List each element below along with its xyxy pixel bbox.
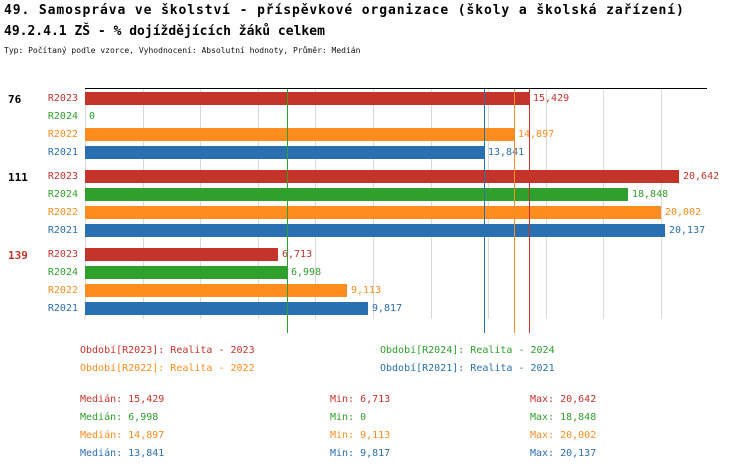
bar-value-label: 0 <box>89 111 96 122</box>
gridline <box>373 89 374 319</box>
bar <box>85 266 287 279</box>
stat-median-r2022: Medián: 14,897 <box>80 430 165 441</box>
bar <box>85 224 665 237</box>
gridline <box>200 89 201 319</box>
bar-row-label: R2024 <box>47 111 78 122</box>
stat-min-r2023: Min: 6,713 <box>330 394 391 405</box>
stat-median-r2023: Medián: 15,429 <box>80 394 165 405</box>
bar <box>85 128 514 141</box>
bar <box>85 92 529 105</box>
bar <box>85 248 278 261</box>
gridline <box>603 89 604 319</box>
median-line <box>529 89 530 333</box>
legend-item-r2022: Období[R2022]: Realita - 2022 <box>80 363 255 374</box>
legend-item-r2023: Období[R2023]: Realita - 2023 <box>80 345 255 356</box>
axis-top-line <box>85 88 707 89</box>
bar-row-label: R2023 <box>47 93 78 104</box>
bar-value-label: 6,998 <box>291 267 322 278</box>
gridline <box>315 89 316 319</box>
bar-row-label: R2022 <box>47 129 78 140</box>
gridline <box>661 89 662 319</box>
bar-value-label: 18,848 <box>632 189 669 200</box>
bar <box>85 170 679 183</box>
report-title-line2: 49.2.4.1 ZŠ - % dojíždějících žáků celke… <box>4 24 325 39</box>
bar-value-label: 20,642 <box>683 171 720 182</box>
bar <box>85 146 484 159</box>
bar-value-label: 15,429 <box>533 93 570 104</box>
bar-row-label: R2024 <box>47 189 78 200</box>
median-line <box>514 89 515 333</box>
legend-item-r2024: Období[R2024]: Realita - 2024 <box>380 345 555 356</box>
bar-row-label: R2021 <box>47 303 78 314</box>
legend-item-r2021: Období[R2021]: Realita - 2021 <box>380 363 555 374</box>
bar <box>85 302 368 315</box>
gridline <box>143 89 144 319</box>
bar-value-label: 13,841 <box>488 147 525 158</box>
bar-value-label: 20,137 <box>669 225 706 236</box>
bar <box>85 188 628 201</box>
median-line <box>484 89 485 333</box>
bar-chart: 76 R2023 15,429 R2024 0 R2022 14,897 R2021 13,84… <box>0 88 750 338</box>
bar-row-label: R2022 <box>47 285 78 296</box>
bar-row-label: R2024 <box>47 267 78 278</box>
bar <box>85 206 661 219</box>
report-meta-line: Typ: Počítaný podle vzorce, Vyhodnocení:… <box>4 46 361 55</box>
chart-legend: Období[R2023]: Realita - 2023 Období[R20… <box>0 344 750 380</box>
group-label: 139 <box>8 249 28 262</box>
stats-table: Medián: 15,429 Min: 6,713 Max: 20,642 Me… <box>0 393 750 465</box>
group-label: 111 <box>8 171 28 184</box>
group-label: 76 <box>8 93 22 106</box>
stat-median-r2024: Medián: 6,998 <box>80 412 159 423</box>
bar-value-label: 9,113 <box>351 285 382 296</box>
stat-max-r2023: Max: 20,642 <box>530 394 597 405</box>
gridline <box>258 89 259 319</box>
stat-median-r2021: Medián: 13,841 <box>80 448 165 459</box>
report-title-line1: 49. Samospráva ve školství - příspěvkové… <box>4 3 685 18</box>
gridline <box>546 89 547 319</box>
gridline <box>488 89 489 319</box>
bar-row-label: R2023 <box>47 249 78 260</box>
bar-row-label: R2022 <box>47 207 78 218</box>
bar-value-label: 14,897 <box>518 129 555 140</box>
median-line <box>287 89 288 333</box>
gridline <box>431 89 432 319</box>
bar-value-label: 9,817 <box>372 303 403 314</box>
bar-row-label: R2021 <box>47 225 78 236</box>
stat-min-r2021: Min: 9,817 <box>330 448 391 459</box>
stat-max-r2021: Max: 20,137 <box>530 448 597 459</box>
gridline <box>85 89 86 319</box>
bar-value-label: 6,713 <box>282 249 313 260</box>
bar <box>85 284 347 297</box>
stat-max-r2022: Max: 20,002 <box>530 430 597 441</box>
stat-min-r2024: Min: 0 <box>330 412 367 423</box>
bar-value-label: 20,002 <box>665 207 702 218</box>
bar-row-label: R2023 <box>47 171 78 182</box>
stat-max-r2024: Max: 18,848 <box>530 412 597 423</box>
bar-row-label: R2021 <box>47 147 78 158</box>
stat-min-r2022: Min: 9,113 <box>330 430 391 441</box>
